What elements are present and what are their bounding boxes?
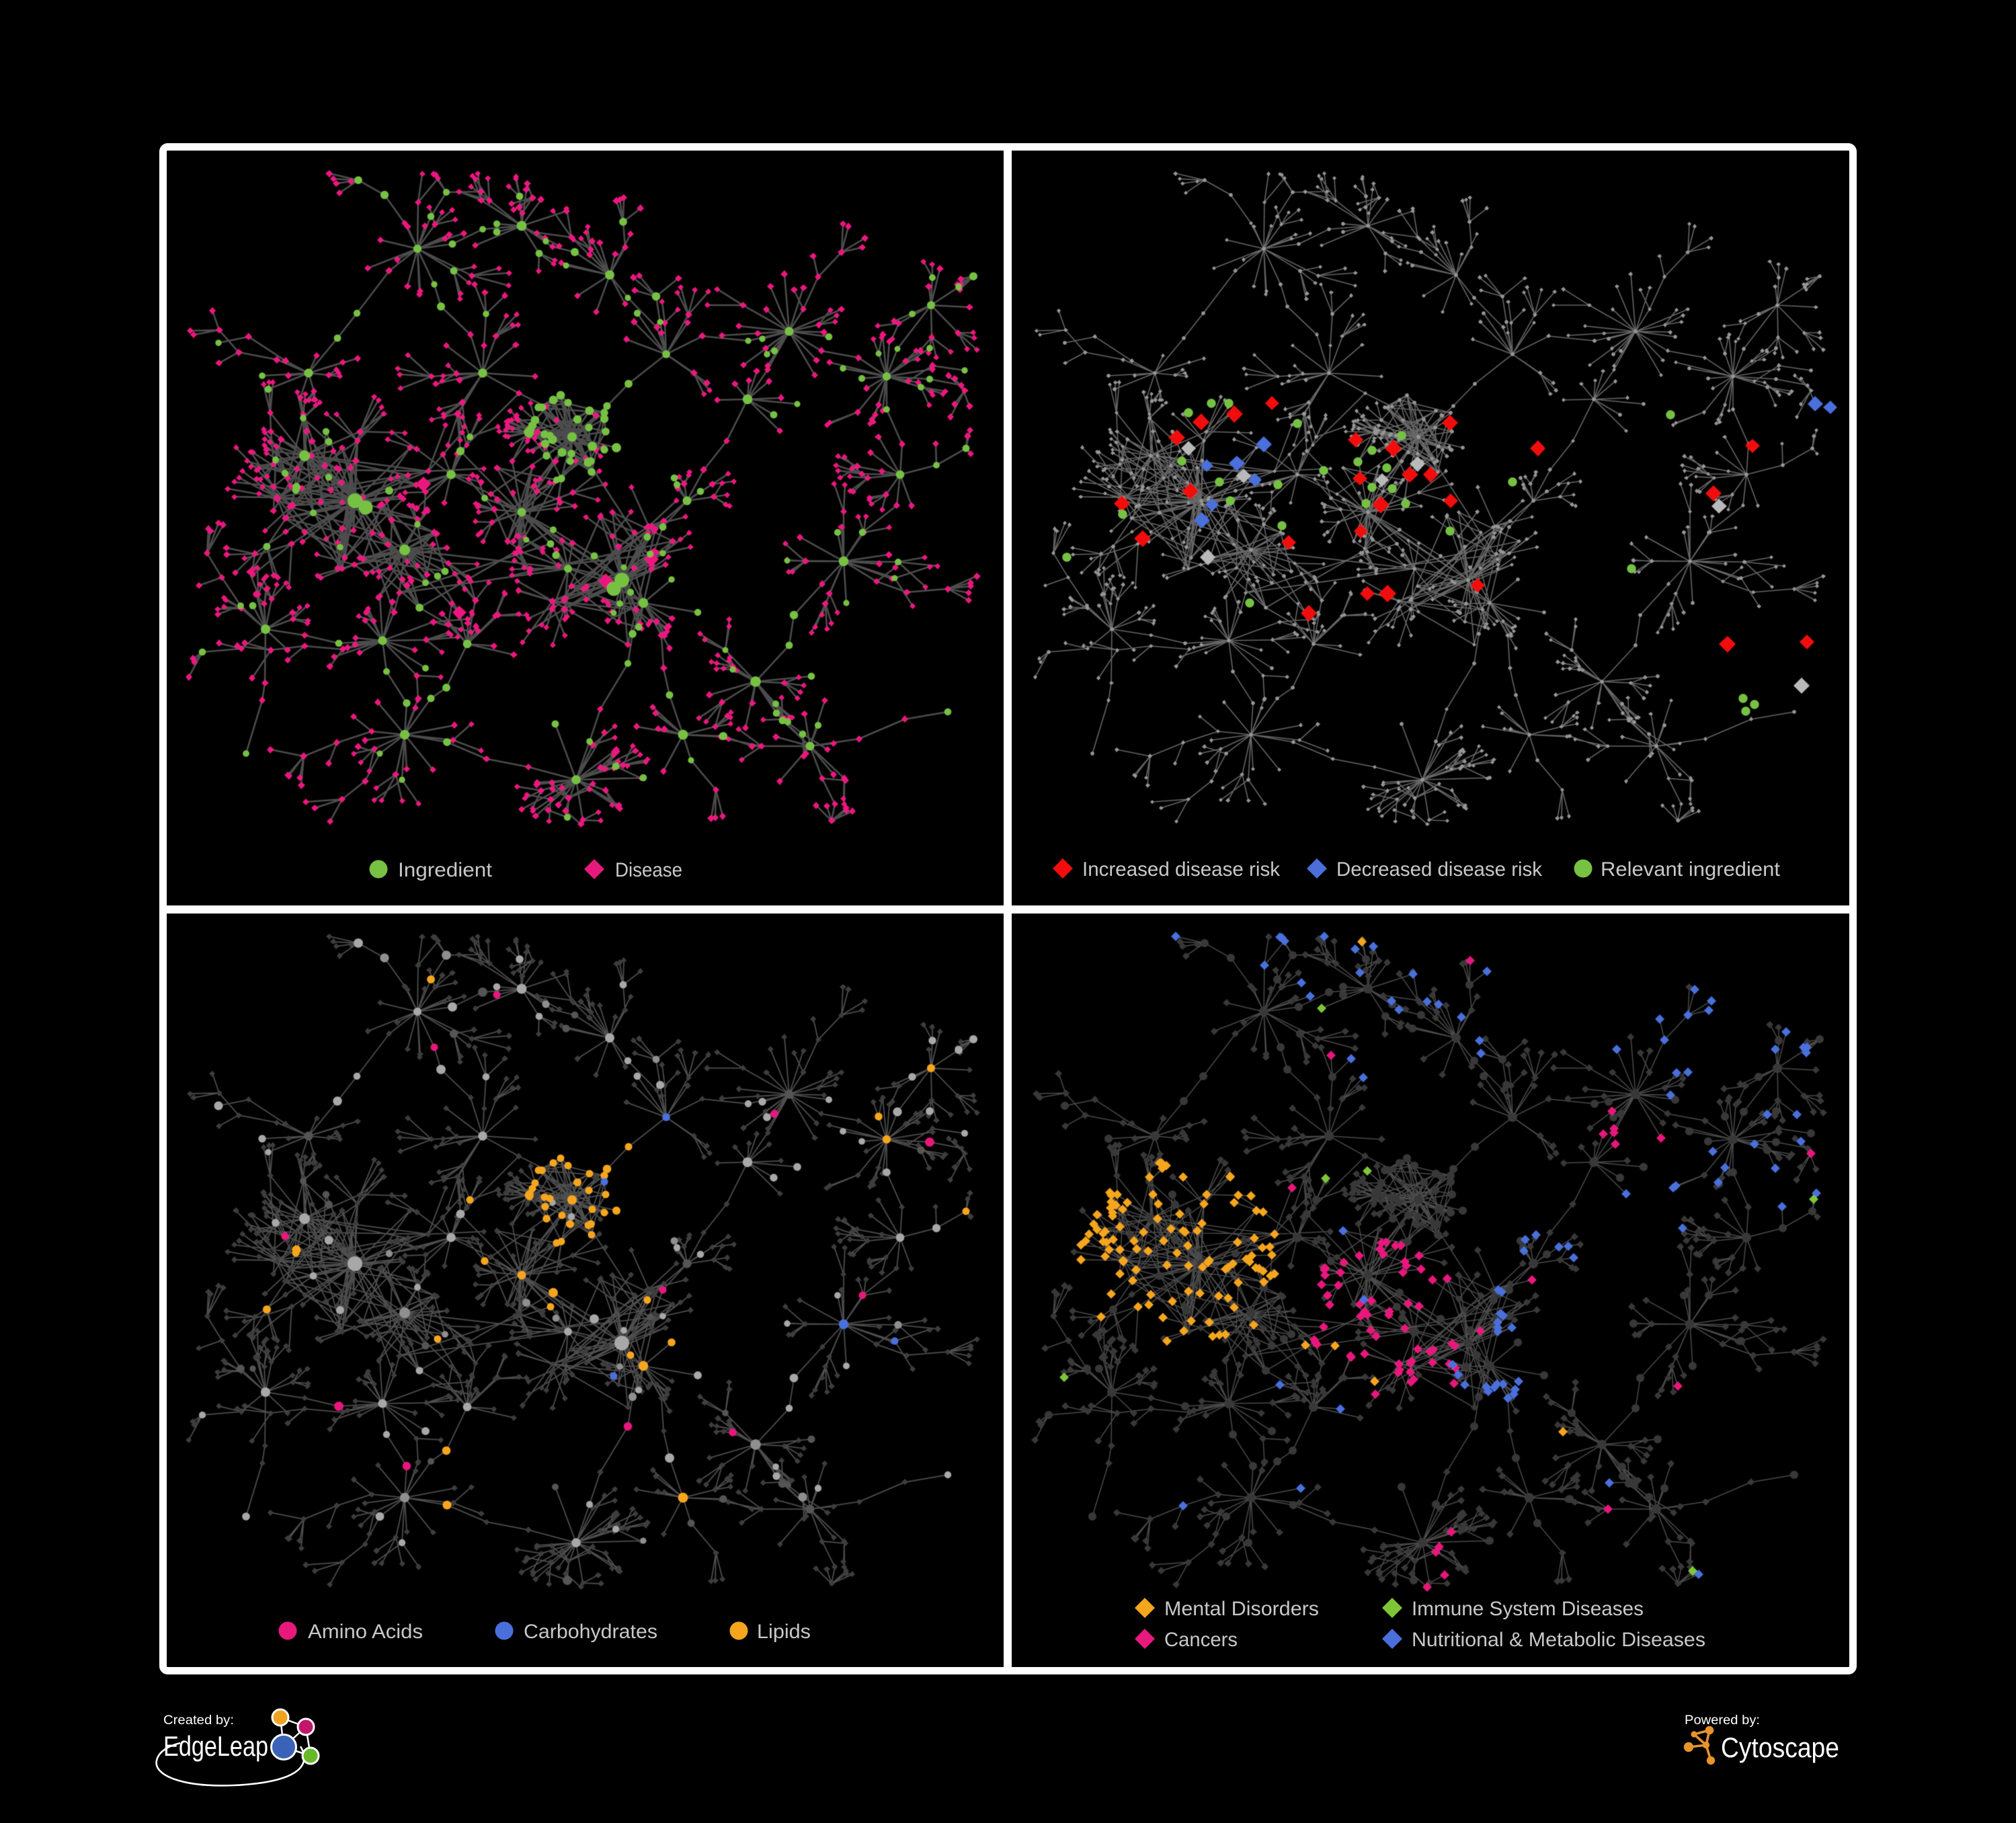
svg-text:Decreased disease risk: Decreased disease risk	[1336, 858, 1543, 881]
svg-text:Immune System Diseases: Immune System Diseases	[1412, 1598, 1644, 1620]
svg-text:Ingredient: Ingredient	[398, 859, 493, 881]
svg-text:Relevant ingredient: Relevant ingredient	[1601, 858, 1781, 881]
svg-text:Powered by:: Powered by:	[1685, 1713, 1760, 1728]
svg-text:Nutritional & Metabolic Diseas: Nutritional & Metabolic Diseases	[1412, 1629, 1705, 1651]
svg-text:Mental Disorders: Mental Disorders	[1164, 1598, 1319, 1620]
svg-text:Cancers: Cancers	[1164, 1629, 1238, 1651]
svg-text:Disease: Disease	[615, 859, 682, 881]
svg-text:Amino Acids: Amino Acids	[308, 1621, 423, 1643]
svg-text:EdgeLeap: EdgeLeap	[163, 1730, 268, 1762]
svg-text:Lipids: Lipids	[757, 1621, 811, 1643]
svg-text:Created by:: Created by:	[163, 1713, 234, 1728]
svg-text:Increased disease risk: Increased disease risk	[1082, 858, 1281, 881]
svg-text:Cytoscape: Cytoscape	[1721, 1732, 1839, 1763]
svg-text:Carbohydrates: Carbohydrates	[524, 1621, 657, 1643]
